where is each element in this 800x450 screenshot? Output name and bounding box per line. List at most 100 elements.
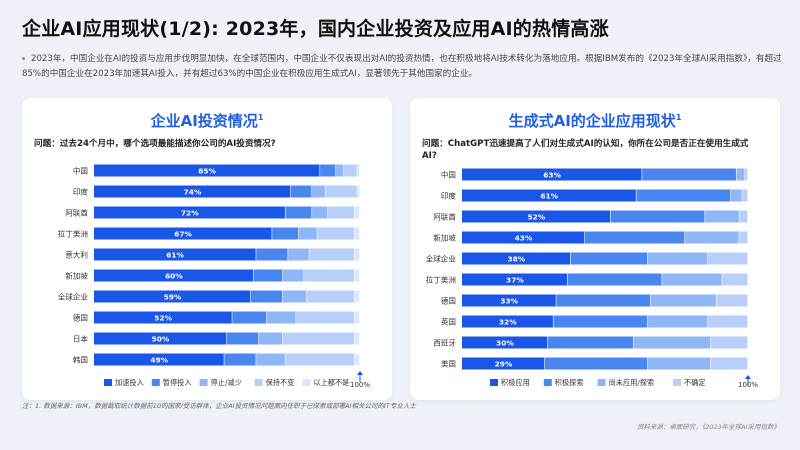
bar-segment <box>647 357 711 370</box>
data-label: 33% <box>500 297 518 306</box>
bar-segment <box>94 227 272 240</box>
legend-label: 以上都不是 <box>313 378 349 387</box>
bar-segment <box>662 273 722 286</box>
data-label: 30% <box>496 339 514 348</box>
end-label: 100% <box>350 381 370 389</box>
legend-label: 加速投入 <box>115 378 144 387</box>
bar-segment <box>354 332 360 345</box>
bar-segment <box>462 210 611 223</box>
bar-segment <box>633 336 711 349</box>
bar-segment <box>266 311 296 324</box>
bar-segment <box>462 357 545 370</box>
ai-investment-panel: 企业AI投资情况1 问题：过去24个月中，哪个选项最能描述你公司的AI投资情况?… <box>22 98 392 400</box>
bar-segment <box>736 168 745 181</box>
bar-segment <box>357 164 360 177</box>
bar-segment <box>94 290 251 303</box>
bar-segment <box>282 332 355 345</box>
bar-segment <box>354 290 360 303</box>
data-label: 61% <box>540 192 558 201</box>
bar-segment <box>584 231 685 244</box>
bar-segment <box>336 164 344 177</box>
bar-segment <box>232 311 267 324</box>
bar-segment <box>94 332 227 345</box>
bar-segment <box>250 290 283 303</box>
bar-segment <box>705 210 739 223</box>
bar-segment <box>556 294 651 307</box>
bar-segment <box>716 294 748 307</box>
category-label: 美国 <box>441 359 456 369</box>
bar-segment <box>258 332 283 345</box>
bar-segment <box>272 227 299 240</box>
legend-swatch <box>254 379 263 386</box>
bar-segment <box>290 185 312 198</box>
end-label: 100% <box>738 381 758 389</box>
footnote-mark: 1 <box>257 113 264 122</box>
category-label: 拉丁美洲 <box>426 275 456 285</box>
bar-segment <box>739 210 748 223</box>
data-label: 32% <box>499 318 517 327</box>
intro-body: 2023年，中国企业在AI的投资与应用步伐明显加快，在全球范围内，中国企业不仅表… <box>22 54 782 79</box>
bar-segment <box>282 290 307 303</box>
bar-segment <box>745 168 748 181</box>
bar-segment <box>610 210 705 223</box>
panel-title: 生成式AI的企业应用现状1 <box>410 98 780 141</box>
arrow-up-icon <box>745 375 751 379</box>
data-label: 37% <box>506 276 524 285</box>
bar-segment <box>325 185 357 198</box>
bar-segment <box>354 353 360 366</box>
source-note: 资料来源：桌面研究，《2023年全球AI采用指数》 <box>636 423 780 431</box>
bar-segment <box>288 248 309 261</box>
survey-question: 问题：ChatGPT迅速提高了人们对生成式AI的认知，你所在公司是否正在使用生成… <box>422 139 749 161</box>
bar-segment <box>462 273 568 286</box>
panel-title-text: 企业AI投资情况 <box>150 112 258 130</box>
legend-label: 保持不变 <box>266 378 295 387</box>
bar-segment <box>357 185 360 198</box>
bar-segment <box>462 189 636 202</box>
category-label: 拉丁美洲 <box>58 229 88 239</box>
genai-adoption-chart: 中国 63% 印度 61% 阿联酋 52% 新加坡 43% 全球企业 38% 拉丁美洲 37% 德国 33… <box>426 168 758 389</box>
bar-segment <box>354 227 360 240</box>
legend-swatch <box>490 379 498 386</box>
data-label: 72% <box>181 209 199 218</box>
bar-segment <box>94 269 253 282</box>
bar-segment <box>547 336 633 349</box>
data-label: 43% <box>515 234 533 243</box>
bar-segment <box>707 315 748 328</box>
bar-segment <box>309 248 355 261</box>
legend-swatch <box>104 379 112 386</box>
legend-swatch <box>151 379 160 386</box>
bar-segment <box>306 290 355 303</box>
bar-segment <box>224 353 256 366</box>
bar-segment <box>227 332 259 345</box>
bar-segment <box>344 164 357 177</box>
category-label: 韩国 <box>73 355 88 365</box>
category-label: 西班牙 <box>433 338 456 348</box>
category-label: 中国 <box>441 170 456 180</box>
bar-segment <box>710 336 748 349</box>
category-label: 意大利 <box>65 250 88 260</box>
bar-segment <box>722 273 748 286</box>
legend-label: 停止/减少 <box>211 378 242 387</box>
legend-label: 积极探索 <box>555 378 584 387</box>
category-label: 新加坡 <box>433 233 456 243</box>
legend-label: 不确定 <box>684 378 706 387</box>
bar-segment <box>296 311 355 324</box>
bar-segment <box>312 185 325 198</box>
legend-swatch <box>199 379 208 386</box>
data-label: 63% <box>543 171 561 180</box>
genai-adoption-panel: 生成式AI的企业应用现状1 问题：ChatGPT迅速提高了人们对生成式AI的认知… <box>410 98 780 400</box>
bar-segment <box>730 189 742 202</box>
bar-segment <box>462 231 585 244</box>
bar-segment <box>354 269 360 282</box>
bar-segment <box>285 353 355 366</box>
data-label: 52% <box>528 213 546 222</box>
bar-segment <box>647 252 708 265</box>
survey-question: 问题：过去24个月中，哪个选项最能描述你公司的AI投资情况? <box>34 139 276 149</box>
bar-segment <box>320 164 336 177</box>
category-label: 印度 <box>73 187 89 197</box>
bar-segment <box>282 269 304 282</box>
bar-segment <box>462 336 548 349</box>
data-label: 60% <box>165 272 183 281</box>
data-label: 29% <box>495 360 513 369</box>
bar-segment <box>544 357 648 370</box>
